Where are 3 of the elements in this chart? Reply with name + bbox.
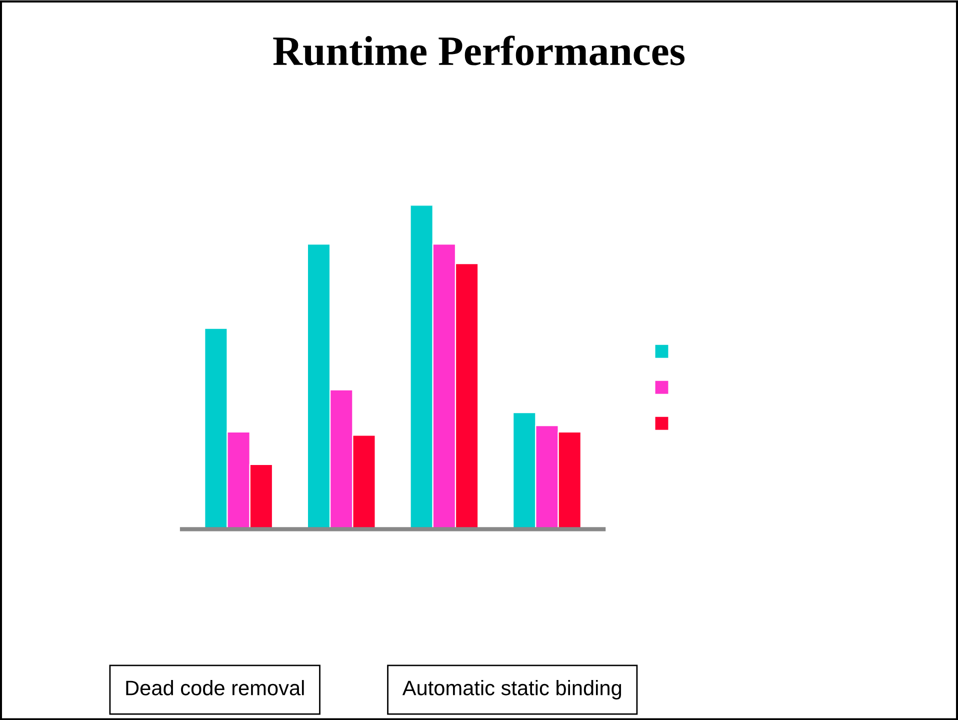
text: Dead code removal [126, 680, 304, 696]
chart-title: Runtime Performances [273, 36, 685, 66]
text: Automatic static binding [402, 680, 622, 700]
